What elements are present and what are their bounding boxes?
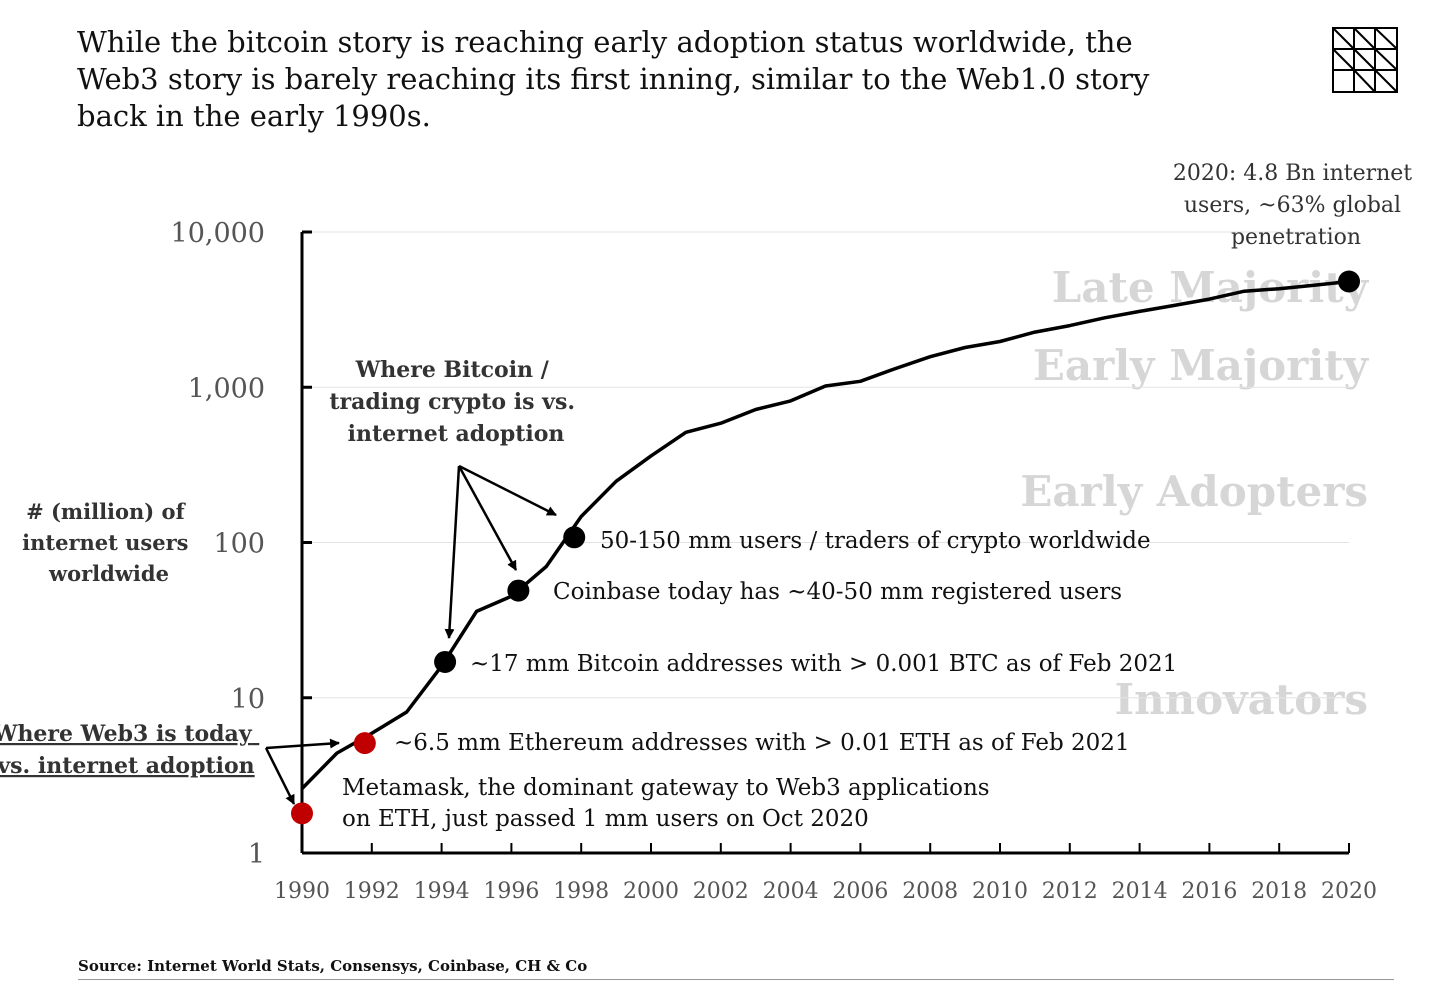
x-tick-labels: 1990 1992 1994 1996 1998 2000 2002 2004 2006 2008… [274, 879, 1377, 904]
stage-label: Innovators [1114, 675, 1368, 724]
x-tick-label: 1992 [344, 879, 400, 904]
y-tick-label: 1 [248, 839, 265, 870]
web3-callout: Where Web3 is today vs. internet adoptio… [0, 721, 259, 779]
stage-label: Late Majority [1052, 263, 1370, 312]
series-line [300, 279, 1350, 790]
x-tick-label: 2012 [1042, 879, 1098, 904]
black-marker [563, 526, 586, 549]
bitcoin-callout: Where Bitcoin / trading crypto is vs. in… [329, 357, 582, 447]
x-tick-label: 2020 [1321, 879, 1377, 904]
black-marker [507, 579, 530, 602]
marker-label: ~6.5 mm Ethereum addresses with > 0.01 E… [394, 730, 1130, 756]
x-tick-label: 2000 [623, 879, 679, 904]
source-note: Source: Internet World Stats, Consensys,… [78, 957, 1394, 980]
stage-label: Early Majority [1033, 341, 1370, 390]
grid-logo-icon [1332, 27, 1398, 93]
x-tick-label: 2008 [902, 879, 958, 904]
x-tick-label: 1990 [274, 879, 330, 904]
internet-2020-annotation: 2020: 4.8 Bn internet users, ~63% global… [1173, 161, 1419, 250]
chart-title: While the bitcoin story is reaching earl… [77, 25, 1150, 133]
y-tick-label: 100 [213, 529, 265, 560]
x-tick-label: 2006 [832, 879, 888, 904]
x-tick-label: 2004 [763, 879, 819, 904]
y-tick-label: 1,000 [188, 373, 265, 404]
data-markers [291, 270, 1360, 825]
y-tick-label: 10,000 [171, 218, 265, 249]
marker-label: Coinbase today has ~40-50 mm registered … [553, 579, 1122, 605]
red-marker [291, 802, 313, 825]
marker-label: ~17 mm Bitcoin addresses with > 0.001 BT… [470, 651, 1177, 677]
x-tick-label: 2002 [693, 879, 749, 904]
stage-label: Early Adopters [1020, 467, 1368, 516]
y-tick-label: 10 [231, 684, 265, 715]
black-marker [434, 650, 457, 673]
x-tick-label: 2014 [1112, 879, 1168, 904]
y-axis-label: # (million) of internet users worldwide [22, 499, 196, 586]
x-tick-label: 1994 [414, 879, 470, 904]
axes [300, 230, 1350, 855]
callout-arrows [264, 464, 557, 805]
x-tick-label: 1998 [553, 879, 609, 904]
metamask-annotation: Metamask, the dominant gateway to Web3 a… [342, 775, 997, 832]
x-tick-label: 2018 [1251, 879, 1307, 904]
x-tick-label: 2010 [972, 879, 1028, 904]
x-tick-label: 2016 [1181, 879, 1237, 904]
black-marker [1338, 270, 1360, 293]
x-tick-label: 1996 [483, 879, 539, 904]
red-marker [353, 732, 376, 755]
y-tick-labels: 1 10 100 1,000 10,000 [171, 218, 265, 870]
marker-label: 50-150 mm users / traders of crypto worl… [600, 528, 1151, 554]
